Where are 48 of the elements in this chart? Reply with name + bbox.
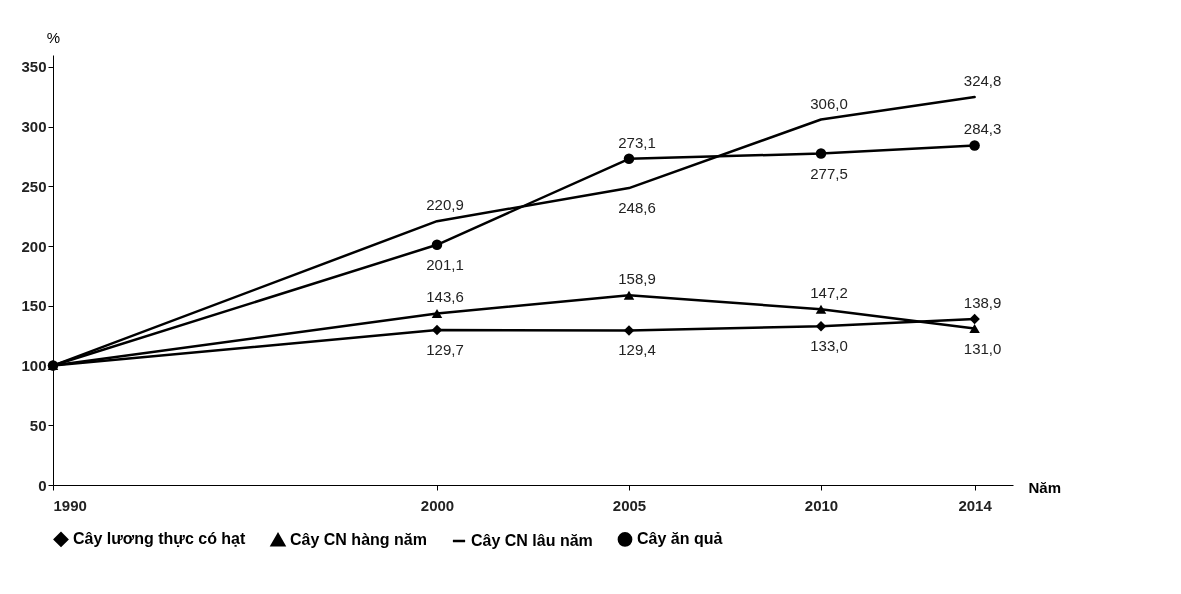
- point: [815, 320, 827, 332]
- data-label: 147,2: [810, 284, 848, 302]
- x-tick-label: 2005: [612, 496, 647, 514]
- point: [47, 360, 59, 371]
- data-label: 138,9: [963, 294, 1002, 312]
- data-label: 158,9: [618, 270, 656, 288]
- x-tick-label: 2000: [420, 496, 455, 514]
- x-tick-label: 2010: [804, 496, 839, 514]
- y-tick-label: 150: [21, 297, 47, 315]
- legend-label: Cây CN hàng năm: [290, 530, 427, 548]
- point: [969, 140, 980, 151]
- y-tick-label: 250: [21, 177, 47, 195]
- y-tick-label: 350: [21, 58, 47, 76]
- data-label: 143,6: [426, 288, 464, 306]
- data-label: 248,6: [618, 199, 656, 217]
- y-tick-label: 100: [21, 357, 47, 375]
- point: [623, 290, 635, 300]
- data-label: 131,0: [963, 339, 1002, 357]
- point: [623, 153, 635, 165]
- data-label: 133,0: [810, 337, 848, 355]
- x-tick-label: 2014: [958, 496, 993, 514]
- legend-label: Cây ăn quả: [637, 530, 723, 548]
- data-label: 129,4: [618, 341, 656, 359]
- x-tick-label: 1990: [53, 496, 87, 514]
- point: [815, 148, 827, 159]
- legend-label: Cây lương thực có hạt: [73, 530, 247, 548]
- point: [431, 308, 443, 319]
- data-label: 273,1: [618, 133, 656, 151]
- point: [623, 325, 635, 336]
- y-tick-label: 300: [21, 118, 47, 136]
- point: [815, 304, 827, 314]
- data-label: 306,0: [810, 94, 848, 112]
- y-tick-label: 0: [38, 476, 47, 494]
- point: [431, 324, 443, 336]
- x-axis-title: Năm: [1028, 478, 1062, 496]
- y-axis-title: %: [46, 28, 61, 46]
- y-tick-label: 50: [29, 416, 47, 434]
- data-label: 284,3: [963, 120, 1002, 138]
- data-label: 220,9: [426, 196, 464, 214]
- legend-label: Cây CN lâu năm: [471, 532, 593, 549]
- data-label: 277,5: [810, 164, 848, 182]
- data-label: 129,7: [426, 341, 464, 359]
- data-label: 201,1: [426, 255, 464, 273]
- point: [969, 323, 980, 334]
- point: [431, 239, 443, 251]
- y-tick-label: 200: [21, 237, 47, 255]
- point: [969, 313, 980, 325]
- data-label: 324,8: [963, 72, 1002, 90]
